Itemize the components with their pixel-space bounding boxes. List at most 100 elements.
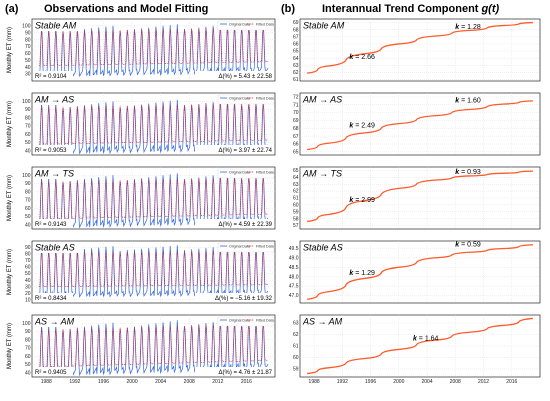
y-tick-label: 50 xyxy=(25,58,31,64)
legend-box xyxy=(217,316,275,327)
x-tick-label: 1996 xyxy=(98,379,109,385)
y-tick-label: 80 xyxy=(25,337,31,343)
y-tick-label: 49.5 xyxy=(289,246,299,252)
y-tick-label: 65 xyxy=(293,49,299,55)
r2-label: R² = 0.8434 xyxy=(35,296,67,302)
y-tick-label: 48.0 xyxy=(289,274,299,280)
slope-value: = 0.93 xyxy=(459,169,481,176)
y-tick-label: 30 xyxy=(25,72,31,78)
y-axis-label: Monthly ET (mm) xyxy=(7,101,13,147)
y-tick-label: 60 xyxy=(25,265,31,271)
y-tick-label: 57 xyxy=(293,223,299,229)
y-tick-label: 40 xyxy=(25,370,31,376)
y-tick-label: 80 xyxy=(25,252,31,258)
y-tick-label: 65 xyxy=(293,168,299,174)
y-tick-label: 60 xyxy=(293,355,299,361)
right-panel-label: (b) xyxy=(281,3,295,15)
x-tick-label: 1988 xyxy=(41,379,52,385)
y-tick-label: 67 xyxy=(293,134,299,140)
slope-k-symbol: k xyxy=(349,54,354,61)
subplot-title: Stable AS xyxy=(35,243,75,253)
slope-k-symbol: k xyxy=(349,197,354,204)
y-tick-label: 40 xyxy=(25,278,31,284)
slope-annotation: k = 1.28 xyxy=(455,24,481,31)
y-tick-label: 63 xyxy=(293,182,299,188)
left-subplot: 1988 1992 1996 2000 2004 2008 2012 2016 100 90 80 7… xyxy=(7,314,276,385)
slope-value: = 0.59 xyxy=(459,242,481,249)
x-tick-label: 2008 xyxy=(450,379,461,385)
slope-annotation: k = 2.49 xyxy=(349,123,375,130)
legend-box xyxy=(217,20,275,31)
x-tick-label: 2016 xyxy=(241,379,252,385)
y-tick-label: 49.0 xyxy=(289,256,299,262)
slope-k-symbol: k xyxy=(455,169,460,176)
trend-line xyxy=(306,170,533,223)
delta-label: Δ(%) = −5.16 ± 19.32 xyxy=(215,296,273,302)
y-tick-label: 40 xyxy=(25,222,31,228)
left-panel-title: Observations and Model Fitting xyxy=(44,3,208,15)
x-tick-label: 1992 xyxy=(69,379,80,385)
fitted-series-line xyxy=(39,177,268,220)
y-tick-label: 47.5 xyxy=(289,284,299,290)
subplot-title: AM → TS xyxy=(302,169,342,179)
y-tick-label: 69 xyxy=(293,118,299,124)
y-tick-label: 90 xyxy=(25,107,31,113)
right-panel-title: Interannual Trend Component g(t) xyxy=(322,3,499,15)
legend-original-label: Original Data xyxy=(229,96,250,100)
slope-k-symbol: k xyxy=(455,24,460,31)
slope-annotation: k = 1.60 xyxy=(455,97,481,104)
y-tick-label: 63 xyxy=(293,321,299,327)
x-tick-label: 1992 xyxy=(337,379,348,385)
y-tick-label: 30 xyxy=(25,284,31,290)
subplot-title-bg xyxy=(33,242,81,253)
y-tick-label: 70 xyxy=(25,198,31,204)
slope-annotation: k = 2.99 xyxy=(349,197,375,204)
legend-box xyxy=(217,242,275,253)
right-subplot: 49.5 49.0 48.5 48.0 47.5 47.0 Stable AS k = 1.2… xyxy=(289,240,541,304)
x-tick-label: 1996 xyxy=(365,379,376,385)
r2-bg xyxy=(33,71,73,80)
subplot-frame xyxy=(299,240,541,304)
delta-label: Δ(%) = 4.76 ± 21.87 xyxy=(219,370,273,376)
slope-k-symbol: k xyxy=(349,123,354,130)
y-tick-label: 71 xyxy=(293,102,299,108)
subplot-title-bg xyxy=(33,168,81,179)
legend-fitted-label: Fitted Data xyxy=(256,318,274,322)
y-tick-label: 61 xyxy=(293,196,299,202)
y-tick-label: 69 xyxy=(293,20,299,26)
y-tick-label: 40 xyxy=(25,148,31,154)
slope-value: = 1.60 xyxy=(459,97,481,104)
y-tick-label: 90 xyxy=(25,30,31,36)
legend-original-label: Original Data xyxy=(229,22,250,26)
x-tick-label: 2016 xyxy=(506,379,517,385)
slope-value: = 1.28 xyxy=(459,24,481,31)
y-tick-label: 68 xyxy=(293,126,299,132)
r2-bg xyxy=(33,145,73,154)
y-tick-label: 59 xyxy=(293,367,299,373)
y-tick-label: 72 xyxy=(293,95,299,101)
y-tick-label: 60 xyxy=(293,202,299,208)
y-tick-label: 60 xyxy=(25,206,31,212)
y-tick-label: 50 xyxy=(25,271,31,277)
slope-value: = 2.66 xyxy=(353,54,375,61)
y-tick-label: 40 xyxy=(25,65,31,71)
y-tick-label: 100 xyxy=(22,99,31,105)
slope-value: = 2.99 xyxy=(353,197,375,204)
slope-annotation: k = 1.64 xyxy=(413,335,439,342)
x-tick-label: 2012 xyxy=(212,379,223,385)
y-tick-label: 80 xyxy=(25,189,31,195)
delta-bg xyxy=(195,71,274,80)
subplot-title: AS → AM xyxy=(34,317,75,327)
y-tick-label: 70 xyxy=(25,124,31,130)
fitted-series-line xyxy=(39,103,268,145)
x-tick-label: 1988 xyxy=(309,379,320,385)
y-tick-label: 64 xyxy=(293,175,299,181)
y-tick-label: 100 xyxy=(22,23,31,29)
legend-original-label: Original Data xyxy=(229,244,250,248)
r2-label: R² = 0.9405 xyxy=(35,370,67,376)
